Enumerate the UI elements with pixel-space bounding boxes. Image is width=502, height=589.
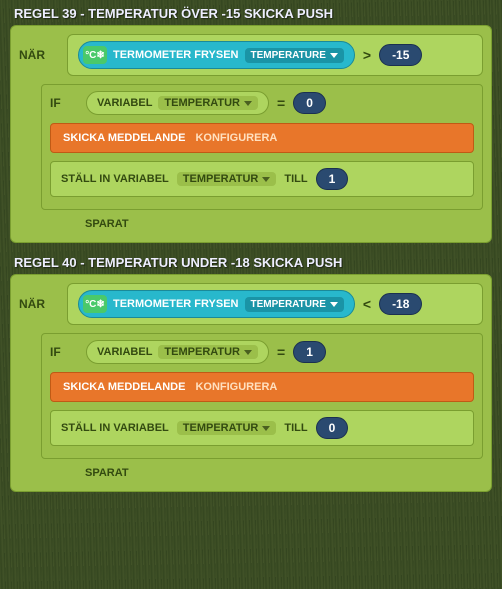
rule-title: REGEL 40 - TEMPERATUR UNDER -18 SKICKA P… (10, 255, 492, 270)
threshold-value[interactable]: -15 (379, 44, 422, 66)
property-label: TEMPERATURE (251, 50, 326, 61)
trigger-row: NÄR °C❄ TERMOMETER FRYSEN TEMPERATURE < … (19, 283, 483, 325)
chevron-down-icon (262, 177, 270, 182)
variable-dropdown[interactable]: TEMPERATUR (158, 345, 258, 359)
set-variable-action[interactable]: STÄLL IN VARIABEL TEMPERATUR TILL 0 (50, 410, 474, 446)
to-label: TILL (284, 422, 307, 434)
variable-name: TEMPERATUR (164, 97, 240, 109)
variable-name: TEMPERATUR (164, 346, 240, 358)
send-message-label: SKICKA MEDDELANDE (63, 381, 185, 393)
comparison-operator: > (363, 47, 371, 63)
set-variable-dropdown[interactable]: TEMPERATUR (177, 172, 277, 186)
trigger-row: NÄR °C❄ TERMOMETER FRYSEN TEMPERATURE > … (19, 34, 483, 76)
if-value[interactable]: 1 (293, 341, 326, 363)
send-message-action[interactable]: SKICKA MEDDELANDE KONFIGURERA (50, 123, 474, 153)
comparison-operator: < (363, 296, 371, 312)
set-variable-action[interactable]: STÄLL IN VARIABEL TEMPERATUR TILL 1 (50, 161, 474, 197)
sensor-pill[interactable]: °C❄ TERMOMETER FRYSEN TEMPERATURE (78, 290, 355, 318)
when-label: NÄR (19, 297, 61, 311)
chevron-down-icon (330, 302, 338, 307)
when-label: NÄR (19, 48, 61, 62)
if-value[interactable]: 0 (293, 92, 326, 114)
chevron-down-icon (244, 350, 252, 355)
variable-condition[interactable]: VARIABEL TEMPERATUR (86, 91, 269, 115)
sensor-name: TERMOMETER FRYSEN (113, 49, 239, 61)
variable-keyword: VARIABEL (97, 97, 152, 109)
if-label: IF (50, 96, 78, 110)
variable-keyword: VARIABEL (97, 346, 152, 358)
saved-label: SPARAT (69, 212, 145, 236)
rule-block: NÄR °C❄ TERMOMETER FRYSEN TEMPERATURE > … (10, 25, 492, 243)
saved-label: SPARAT (69, 461, 145, 485)
send-message-label: SKICKA MEDDELANDE (63, 132, 185, 144)
if-label: IF (50, 345, 78, 359)
set-variable-label: STÄLL IN VARIABEL (61, 422, 169, 434)
thermometer-icon: °C❄ (83, 46, 107, 64)
if-operator: = (277, 95, 285, 111)
set-variable-label: STÄLL IN VARIABEL (61, 173, 169, 185)
thermometer-icon: °C❄ (83, 295, 107, 313)
sensor-pill[interactable]: °C❄ TERMOMETER FRYSEN TEMPERATURE (78, 41, 355, 69)
set-variable-dropdown[interactable]: TEMPERATUR (177, 421, 277, 435)
send-message-action[interactable]: SKICKA MEDDELANDE KONFIGURERA (50, 372, 474, 402)
trigger-condition[interactable]: °C❄ TERMOMETER FRYSEN TEMPERATURE > -15 (67, 34, 483, 76)
variable-dropdown[interactable]: TEMPERATUR (158, 96, 258, 110)
sensor-name: TERMOMETER FRYSEN (113, 298, 239, 310)
set-value[interactable]: 0 (316, 417, 349, 439)
chevron-down-icon (244, 101, 252, 106)
set-variable-name: TEMPERATUR (183, 422, 259, 434)
if-container: IF VARIABEL TEMPERATUR = 0 SKICKA MEDDEL… (41, 84, 483, 210)
set-value[interactable]: 1 (316, 168, 349, 190)
trigger-condition[interactable]: °C❄ TERMOMETER FRYSEN TEMPERATURE < -18 (67, 283, 483, 325)
property-dropdown[interactable]: TEMPERATURE (245, 48, 344, 63)
if-container: IF VARIABEL TEMPERATUR = 1 SKICKA MEDDEL… (41, 333, 483, 459)
chevron-down-icon (330, 53, 338, 58)
threshold-value[interactable]: -18 (379, 293, 422, 315)
rule-block: NÄR °C❄ TERMOMETER FRYSEN TEMPERATURE < … (10, 274, 492, 492)
chevron-down-icon (262, 426, 270, 431)
rule-title: REGEL 39 - TEMPERATUR ÖVER -15 SKICKA PU… (10, 6, 492, 21)
property-label: TEMPERATURE (251, 299, 326, 310)
if-operator: = (277, 344, 285, 360)
set-variable-name: TEMPERATUR (183, 173, 259, 185)
to-label: TILL (284, 173, 307, 185)
property-dropdown[interactable]: TEMPERATURE (245, 297, 344, 312)
variable-condition[interactable]: VARIABEL TEMPERATUR (86, 340, 269, 364)
configure-button[interactable]: KONFIGURERA (195, 381, 277, 393)
if-row: IF VARIABEL TEMPERATUR = 0 (50, 91, 474, 115)
if-row: IF VARIABEL TEMPERATUR = 1 (50, 340, 474, 364)
configure-button[interactable]: KONFIGURERA (195, 132, 277, 144)
